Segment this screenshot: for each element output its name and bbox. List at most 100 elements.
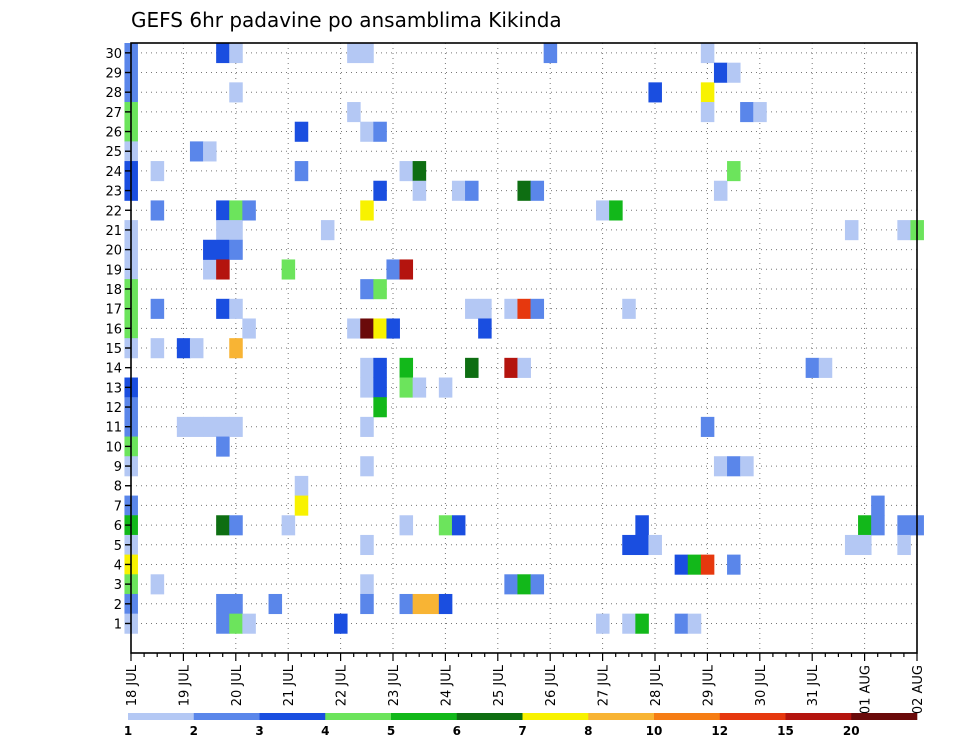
data-cell <box>360 318 374 339</box>
data-cell <box>504 357 518 378</box>
data-cell <box>229 593 243 615</box>
data-cell <box>386 259 400 280</box>
data-cell <box>189 338 204 359</box>
data-cell <box>700 102 715 123</box>
y-tick-label: 17 <box>105 303 122 318</box>
data-cell <box>504 574 518 595</box>
data-cell <box>530 180 545 201</box>
data-cell <box>229 200 243 221</box>
data-cell <box>216 239 230 260</box>
x-tick-label: 23 JUL <box>387 664 402 706</box>
data-cell <box>189 416 204 437</box>
x-tick-label: 02 AUG <box>911 665 926 714</box>
legend-swatch <box>456 713 523 720</box>
legend-swatch <box>851 713 918 720</box>
data-cell <box>844 534 859 556</box>
data-cell <box>320 220 335 241</box>
data-cell <box>412 593 427 615</box>
x-tick-label: 01 AUG <box>859 665 874 714</box>
data-cell <box>373 121 387 142</box>
data-cell <box>360 456 374 477</box>
y-tick-label: 4 <box>114 558 122 573</box>
data-cell <box>203 141 217 162</box>
legend-swatch <box>128 713 195 720</box>
data-cell <box>858 534 872 556</box>
legend-swatch <box>325 713 392 720</box>
data-cell <box>360 200 374 221</box>
data-cell <box>543 43 558 64</box>
data-cell <box>674 613 689 634</box>
x-axis: 18 JUL 19 JUL 20 JUL 21 JUL 22 JUL 23 JUL 24 J… <box>125 653 926 714</box>
data-cell <box>399 259 414 280</box>
y-tick-label: 21 <box>105 224 122 239</box>
y-tick-label: 28 <box>105 86 122 101</box>
data-cell <box>294 475 309 496</box>
legend-label: 20 <box>843 724 860 738</box>
data-cell <box>818 357 833 378</box>
y-tick-label: 10 <box>105 440 122 455</box>
data-cell <box>229 239 243 260</box>
legend-swatch <box>522 713 589 720</box>
data-cell <box>609 200 623 221</box>
data-cell <box>294 161 309 182</box>
legend-swatch <box>391 713 458 720</box>
x-tick-label: 20 JUL <box>230 664 245 706</box>
plot-frame <box>130 42 918 654</box>
data-cell <box>360 416 374 437</box>
data-cell <box>727 62 741 83</box>
y-tick-label: 6 <box>114 519 122 534</box>
y-tick-label: 24 <box>105 165 122 180</box>
y-tick-label: 3 <box>114 578 122 593</box>
data-cell <box>858 515 872 536</box>
data-cell <box>438 377 453 398</box>
data-cell <box>753 102 767 123</box>
data-cell <box>530 298 545 319</box>
data-cell <box>229 416 243 437</box>
y-tick-label: 7 <box>114 499 122 514</box>
data-cell <box>727 456 741 477</box>
x-tick-label: 29 JUL <box>701 664 716 706</box>
data-cell <box>451 515 466 536</box>
data-cell <box>727 554 741 575</box>
legend-label: 2 <box>190 724 198 738</box>
data-cell <box>373 318 387 339</box>
data-cell <box>360 357 374 378</box>
data-cell <box>399 357 414 378</box>
data-cell <box>399 377 414 398</box>
data-cell <box>360 593 374 615</box>
data-cell <box>517 298 531 319</box>
grid-lines <box>130 43 918 653</box>
legend-swatch <box>193 713 260 720</box>
x-tick-label: 19 JUL <box>177 664 192 706</box>
data-cell <box>216 298 230 319</box>
legend-swatch <box>654 713 721 720</box>
y-tick-label: 29 <box>105 67 122 82</box>
data-cell <box>242 200 256 221</box>
data-cell <box>373 357 387 378</box>
data-cell <box>360 43 374 64</box>
data-cell <box>622 613 636 634</box>
y-tick-label: 26 <box>105 126 122 141</box>
data-cell <box>622 298 636 319</box>
data-cell <box>176 338 191 359</box>
data-cell <box>203 416 217 437</box>
data-cell <box>229 298 243 319</box>
chart-title: GEFS 6hr padavine po ansamblima Kikinda <box>131 8 562 32</box>
data-cell <box>399 593 414 615</box>
data-cell <box>700 554 715 575</box>
data-cell <box>360 574 374 595</box>
data-cell <box>216 259 230 280</box>
data-cell <box>465 298 479 319</box>
legend-label: 15 <box>777 724 794 738</box>
data-cell <box>229 220 243 241</box>
data-cell <box>478 298 492 319</box>
data-cell <box>399 161 414 182</box>
data-cell <box>229 515 243 536</box>
x-tick-label: 30 JUL <box>754 664 769 706</box>
data-cell <box>687 554 702 575</box>
data-cell <box>517 180 531 201</box>
y-tick-label: 14 <box>105 362 122 377</box>
y-tick-label: 2 <box>114 598 122 613</box>
data-cell <box>360 534 374 556</box>
